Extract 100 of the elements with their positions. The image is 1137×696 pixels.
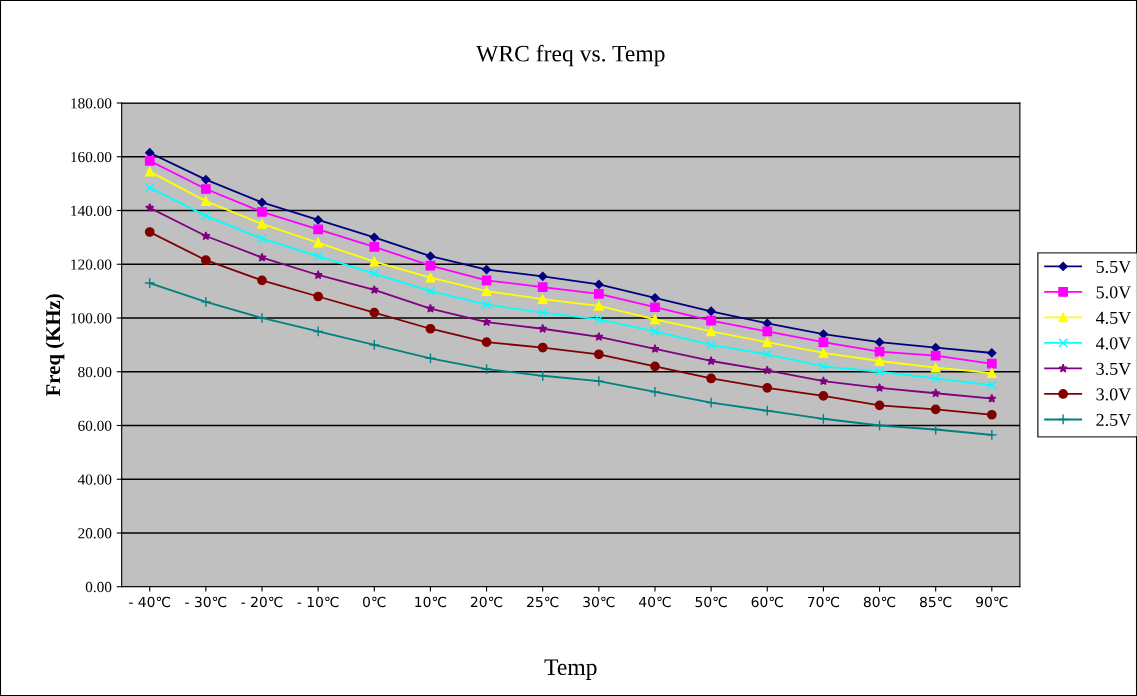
point <box>762 349 773 360</box>
point <box>425 286 436 296</box>
point <box>144 155 155 166</box>
y-tick-label: 140.00 <box>71 205 112 217</box>
y-tick-label: 180.00 <box>71 98 112 109</box>
point <box>650 344 660 353</box>
point <box>257 219 267 229</box>
point <box>538 271 548 281</box>
point <box>705 397 717 409</box>
point <box>481 299 492 310</box>
point <box>313 237 324 248</box>
x-tick-label: 30℃ <box>583 596 615 608</box>
point <box>649 386 661 398</box>
point <box>144 182 155 193</box>
point <box>369 232 379 242</box>
point <box>256 312 268 324</box>
point <box>930 350 941 361</box>
point <box>986 358 997 369</box>
point <box>706 315 716 326</box>
chart-title: WRC freq vs. Temp <box>476 44 665 67</box>
point <box>594 331 604 341</box>
point <box>257 275 267 286</box>
point <box>762 337 773 348</box>
point <box>144 227 155 237</box>
point <box>593 314 604 325</box>
point <box>874 383 885 392</box>
point <box>593 288 604 299</box>
x-tick-label: 20℃ <box>470 596 503 608</box>
point <box>424 352 436 364</box>
legend-label: 3.5V <box>1096 362 1132 376</box>
point <box>313 291 324 302</box>
x-axis-title: Temp <box>544 659 597 680</box>
point <box>201 184 211 194</box>
point <box>593 349 604 360</box>
point <box>538 323 548 333</box>
x-tick-label: - 20℃ <box>241 596 283 608</box>
point <box>313 215 323 225</box>
point <box>537 342 548 353</box>
point <box>987 393 997 403</box>
point <box>481 264 492 275</box>
point <box>818 391 829 401</box>
point <box>537 307 548 318</box>
point <box>481 286 492 296</box>
point <box>650 314 660 325</box>
legend-label: 4.5V <box>1095 311 1132 325</box>
point <box>706 326 716 337</box>
point <box>594 279 604 290</box>
point <box>425 303 436 313</box>
x-tick-label: 40℃ <box>639 596 671 608</box>
point <box>706 340 716 350</box>
point <box>425 272 436 283</box>
point <box>986 429 998 441</box>
point <box>201 196 211 206</box>
point <box>986 368 997 378</box>
point <box>818 376 829 386</box>
point <box>706 356 716 366</box>
legend-label: 5.5V <box>1096 260 1132 273</box>
y-tick-label: 0.00 <box>85 581 112 593</box>
point <box>650 293 660 303</box>
point <box>201 255 211 266</box>
point <box>201 174 211 185</box>
point <box>706 306 716 316</box>
x-tick-label: 90℃ <box>976 596 1008 608</box>
point <box>987 348 997 358</box>
point <box>650 361 660 372</box>
point <box>144 166 155 177</box>
point <box>874 337 885 347</box>
point <box>930 362 941 373</box>
point <box>930 423 942 436</box>
x-tick-label: 60℃ <box>751 596 783 608</box>
point <box>762 383 773 393</box>
point <box>650 302 660 313</box>
point <box>930 404 941 415</box>
point <box>650 326 660 337</box>
x-tick-label: 0℃ <box>362 596 386 608</box>
point <box>425 323 436 334</box>
x-tick-label: 50℃ <box>695 596 727 608</box>
x-tick-label: 80℃ <box>863 596 896 608</box>
y-tick-label: 160.00 <box>71 151 112 163</box>
point <box>481 363 493 375</box>
point <box>368 339 380 351</box>
y-tick-label: 100.00 <box>71 313 112 324</box>
point <box>257 206 267 217</box>
y-axis-title: Freq (KHz) <box>45 294 65 397</box>
point <box>931 388 941 398</box>
point <box>425 251 436 261</box>
point <box>369 307 380 318</box>
point <box>369 241 380 252</box>
point <box>481 337 492 348</box>
x-tick-label: - 40℃ <box>129 596 171 608</box>
x-tick-label: 85℃ <box>919 596 952 608</box>
point <box>593 301 604 311</box>
point <box>313 270 323 280</box>
point <box>762 326 773 337</box>
x-tick-label: 25℃ <box>527 596 559 608</box>
x-tick-label: - 30℃ <box>185 596 227 608</box>
point <box>537 370 549 382</box>
x-tick-label: 10℃ <box>415 596 447 608</box>
point <box>201 211 211 221</box>
point <box>200 296 212 308</box>
